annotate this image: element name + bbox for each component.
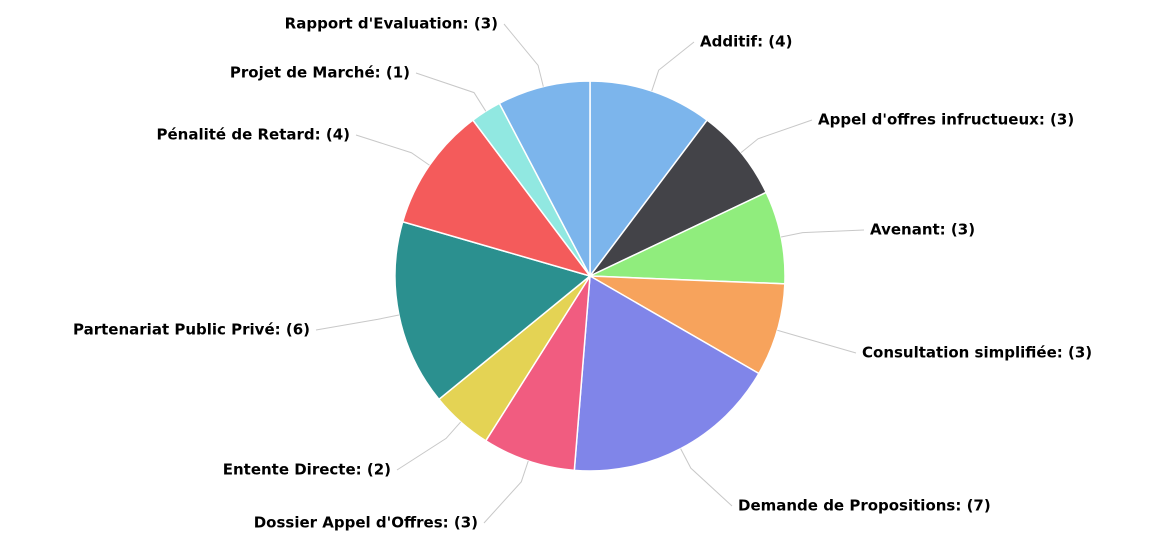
pie-slice xyxy=(589,191,786,285)
data-label: Appel d'offres infructueux: (3) xyxy=(818,111,1074,129)
label-connector xyxy=(483,460,529,524)
label-connector xyxy=(780,229,865,238)
data-label: Partenariat Public Privé: (6) xyxy=(73,321,310,339)
data-label: Dossier Appel d'Offres: (3) xyxy=(254,514,478,532)
label-connector xyxy=(315,314,400,331)
label-connector xyxy=(740,119,813,154)
label-connector xyxy=(355,134,430,166)
data-label: Avenant: (3) xyxy=(870,221,975,239)
pie-slice xyxy=(589,80,709,279)
pie-slice xyxy=(401,119,592,278)
data-label: Pénalité de Retard: (4) xyxy=(157,126,350,144)
data-label: Consultation simplifiée: (3) xyxy=(862,344,1092,362)
data-label: Entente Directe: (2) xyxy=(223,461,391,479)
pie-slice xyxy=(498,80,591,277)
data-label: Additif: (4) xyxy=(700,33,792,51)
pie-slice xyxy=(589,119,768,277)
pie-slice xyxy=(484,275,591,472)
data-label: Projet de Marché: (1) xyxy=(230,64,410,82)
label-connector xyxy=(680,448,733,507)
label-connector xyxy=(651,41,695,92)
data-label: Rapport d'Evaluation: (3) xyxy=(285,15,498,33)
label-connector xyxy=(396,421,462,471)
pie-slice xyxy=(573,274,760,472)
data-label: Demande de Propositions: (7) xyxy=(738,497,991,515)
pie-slice xyxy=(589,275,786,375)
label-connector xyxy=(503,23,544,87)
label-connector xyxy=(777,329,857,354)
label-connector xyxy=(415,72,487,112)
pie-slice xyxy=(394,220,592,401)
